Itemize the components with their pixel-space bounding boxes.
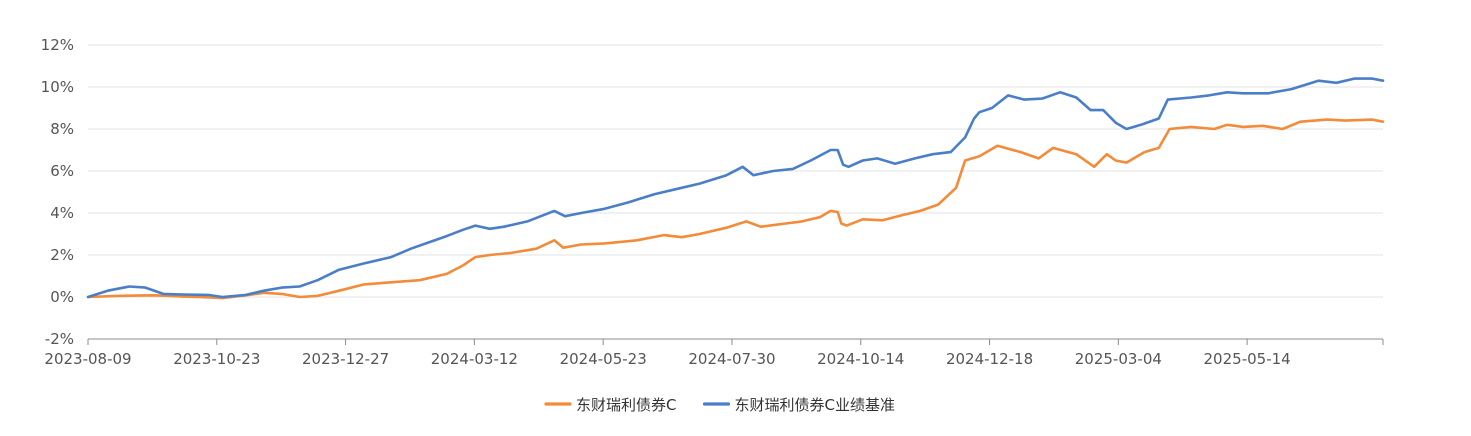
legend-item-0[interactable]: 东财瑞利债券C (544, 396, 676, 414)
x-tick-label: 2023-08-09 (44, 350, 131, 368)
series-line-0 (86, 118, 1385, 300)
y-tick-label: 6% (50, 162, 74, 180)
x-tick-label: 2023-12-27 (302, 350, 389, 368)
y-tick-label: -2% (45, 330, 74, 348)
x-tick-label: 2023-10-23 (173, 350, 260, 368)
legend-label: 东财瑞利债券C业绩基准 (735, 396, 895, 414)
x-tick-label: 2024-05-23 (560, 350, 647, 368)
y-tick-label: 12% (41, 36, 74, 54)
x-tick-label: 2024-03-12 (431, 350, 518, 368)
y-tick-label: 8% (50, 120, 74, 138)
x-tick-label: 2024-07-30 (688, 350, 775, 368)
y-tick-label: 0% (50, 288, 74, 306)
series-lines (86, 77, 1385, 300)
y-tick-label: 10% (41, 78, 74, 96)
y-tick-label: 4% (50, 204, 74, 222)
x-tick-label: 2024-12-18 (946, 350, 1033, 368)
x-axis-ticks: 2023-08-09 2023-10-23 2023-12-27 2024-03-12… (44, 339, 1384, 368)
legend-item-1[interactable]: 东财瑞利债券C业绩基准 (702, 396, 895, 414)
legend[interactable]: 东财瑞利债券C 东财瑞利债券C业绩基准 (544, 396, 895, 414)
x-tick-label: 2025-03-04 (1075, 350, 1162, 368)
x-tick-label: 2024-10-14 (817, 350, 904, 368)
series-line-1 (86, 77, 1385, 299)
x-tick-label: 2025-05-14 (1204, 350, 1291, 368)
y-axis-ticks: 12% 10% 8% 6% 4% 2% 0% -2% (41, 36, 74, 348)
legend-label: 东财瑞利债券C (576, 396, 676, 414)
y-tick-label: 2% (50, 246, 74, 264)
